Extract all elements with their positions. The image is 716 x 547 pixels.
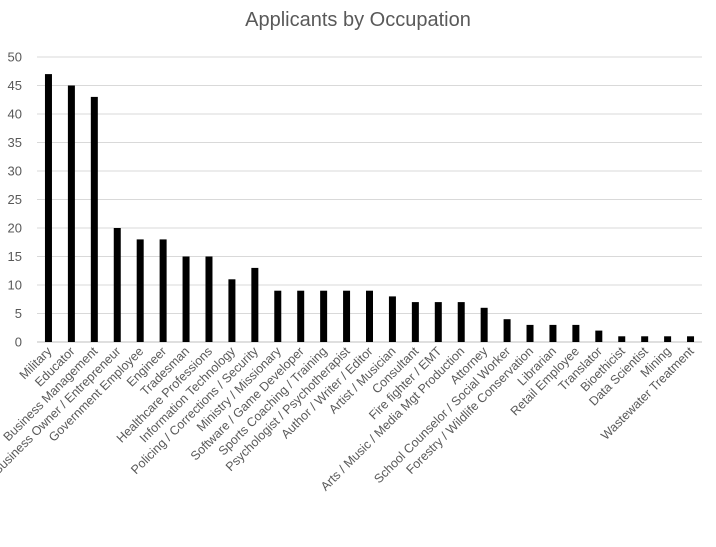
bar: [90, 96, 98, 343]
y-tick-label: 5: [15, 306, 22, 321]
y-axis-tick-labels: 0 5 10 15 20 25 30 35 40 45 50: [8, 50, 22, 350]
bar: [388, 296, 396, 342]
bar: [44, 74, 52, 342]
y-tick-label: 10: [8, 278, 22, 293]
bar: [320, 290, 328, 342]
bar: [572, 324, 580, 342]
bar: [251, 267, 259, 342]
y-tick-label: 25: [8, 192, 22, 207]
bars: [44, 74, 695, 343]
y-tick-label: 50: [8, 50, 22, 65]
y-tick-label: 45: [8, 78, 22, 93]
bar: [205, 256, 213, 342]
bar: [113, 228, 121, 342]
y-tick-label: 15: [8, 249, 22, 264]
bar: [549, 324, 557, 342]
bar: [618, 336, 626, 342]
y-tick-label: 35: [8, 135, 22, 150]
bar: [343, 290, 351, 342]
bar: [228, 279, 236, 342]
bar: [457, 302, 465, 342]
bar: [526, 324, 534, 342]
bar: [182, 256, 190, 342]
bar: [274, 290, 282, 342]
bar: [503, 319, 511, 342]
bar: [411, 302, 419, 342]
bar: [687, 336, 695, 342]
bar: [297, 290, 305, 342]
bar: [641, 336, 649, 342]
bar: [480, 307, 488, 342]
bar: [366, 290, 373, 342]
y-tick-label: 0: [15, 335, 22, 350]
bar: [664, 336, 672, 342]
y-tick-label: 40: [8, 107, 22, 122]
bar: [434, 302, 442, 342]
y-tick-label: 20: [8, 221, 22, 236]
bar: [595, 330, 603, 342]
bar: [159, 239, 167, 342]
chart-title: Applicants by Occupation: [245, 9, 471, 31]
y-tick-label: 30: [8, 164, 22, 179]
bar: [67, 85, 75, 342]
bar: [136, 239, 144, 342]
